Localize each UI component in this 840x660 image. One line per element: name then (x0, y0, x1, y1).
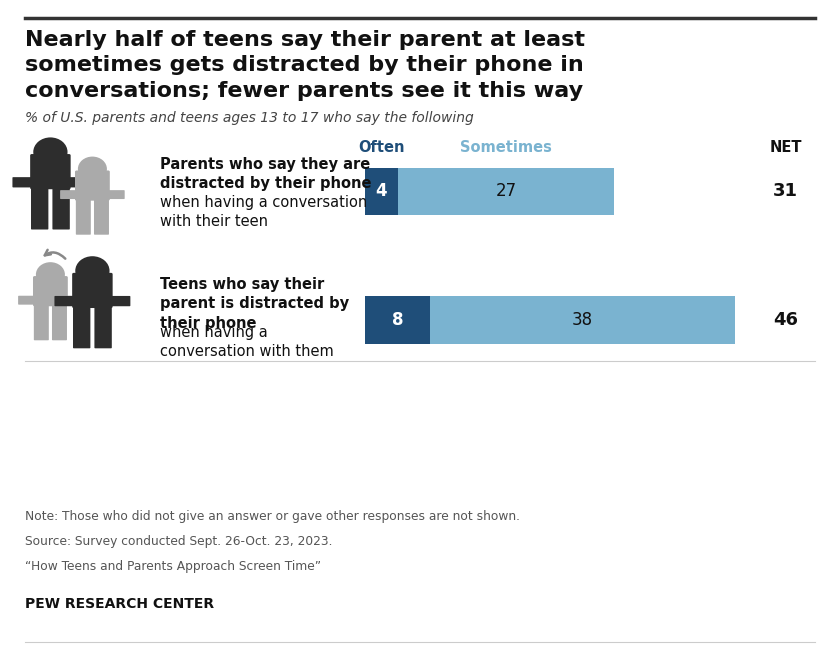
Text: 27: 27 (496, 182, 517, 201)
Text: 4: 4 (375, 182, 387, 201)
Text: when having a
conversation with them: when having a conversation with them (160, 325, 333, 359)
Text: conversations; fewer parents see it this way: conversations; fewer parents see it this… (25, 81, 583, 101)
Text: when having a conversation
with their teen: when having a conversation with their te… (160, 195, 367, 229)
Text: Sometimes: Sometimes (460, 140, 552, 155)
Text: PEW RESEARCH CENTER: PEW RESEARCH CENTER (25, 597, 214, 611)
Text: 31: 31 (773, 182, 798, 201)
Text: 8: 8 (391, 311, 403, 329)
Text: 46: 46 (773, 311, 798, 329)
Text: Nearly half of teens say their parent at least: Nearly half of teens say their parent at… (25, 30, 585, 50)
Text: Often: Often (358, 140, 405, 155)
Text: sometimes gets distracted by their phone in: sometimes gets distracted by their phone… (25, 55, 584, 75)
Text: NET: NET (769, 140, 801, 155)
Text: % of U.S. parents and teens ages 13 to 17 who say the following: % of U.S. parents and teens ages 13 to 1… (25, 111, 474, 125)
Text: 38: 38 (572, 311, 593, 329)
Text: Source: Survey conducted Sept. 26-Oct. 23, 2023.: Source: Survey conducted Sept. 26-Oct. 2… (25, 535, 333, 548)
Text: Parents who say they are
distracted by their phone: Parents who say they are distracted by t… (160, 157, 371, 191)
Text: Note: Those who did not give an answer or gave other responses are not shown.: Note: Those who did not give an answer o… (25, 510, 520, 523)
Text: Teens who say their
parent is distracted by
their phone: Teens who say their parent is distracted… (160, 277, 349, 331)
Text: “How Teens and Parents Approach Screen Time”: “How Teens and Parents Approach Screen T… (25, 560, 322, 573)
